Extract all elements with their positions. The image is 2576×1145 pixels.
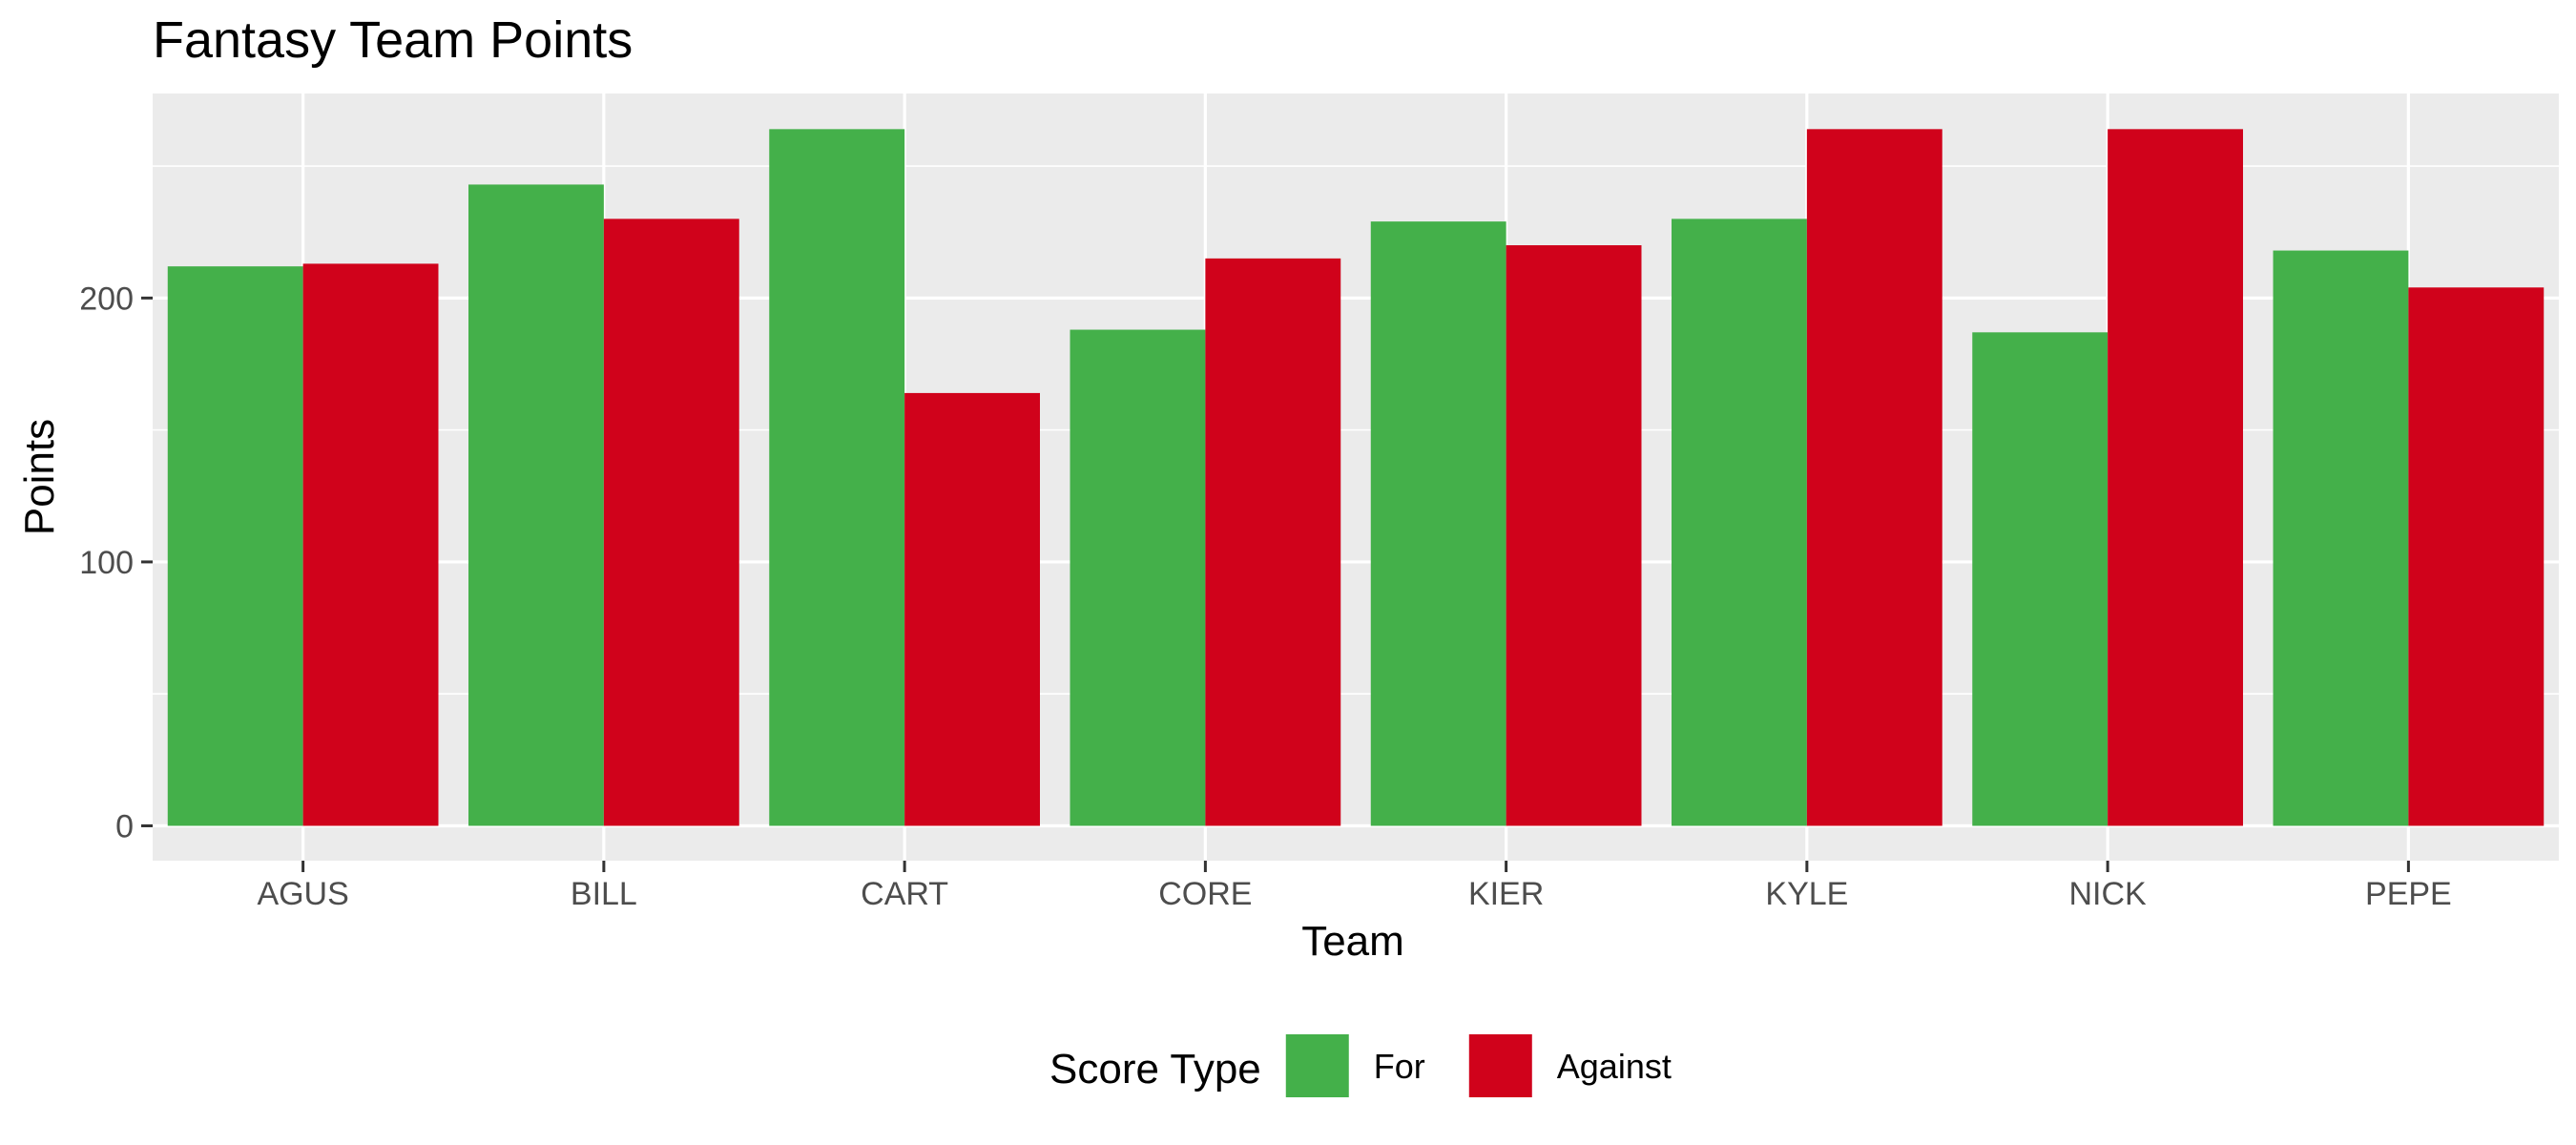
y-tick-label: 0	[115, 808, 134, 844]
x-tick-label: AGUS	[257, 876, 348, 912]
bar-for-agus	[167, 266, 303, 826]
legend-items: For Against	[1285, 1034, 1672, 1097]
bar-against-agus	[302, 263, 439, 826]
legend-key-against	[1468, 1034, 1532, 1097]
bar-for-kyle	[1672, 219, 1807, 826]
bar-against-nick	[2108, 129, 2243, 826]
x-tick-label: NICK	[2069, 876, 2148, 912]
bar-for-kier	[1370, 221, 1506, 826]
x-tick-label: BILL	[571, 876, 637, 912]
x-tick-label: PEPE	[2365, 876, 2452, 912]
bar-for-bill	[468, 184, 604, 826]
x-axis-title: Team	[1301, 918, 1404, 965]
bar-for-nick	[1972, 332, 2109, 826]
y-tick-label: 200	[79, 281, 134, 317]
x-tick-label: KIER	[1468, 876, 1544, 912]
x-tick-label: CORE	[1158, 876, 1252, 912]
y-axis-title: Points	[16, 419, 63, 535]
bar-against-cart	[904, 392, 1040, 826]
legend-key-for	[1285, 1034, 1349, 1097]
bar-against-pepe	[2408, 287, 2545, 826]
axes: 0 100 200 AGUS BILL CART CORE KIER KYLE NICK PEPE	[79, 281, 2451, 912]
bar-against-kyle	[1806, 129, 1942, 826]
bar-for-cart	[769, 129, 905, 826]
legend-label-for: For	[1374, 1047, 1425, 1086]
bar-for-pepe	[2273, 250, 2409, 826]
chart-title: Fantasy Team Points	[153, 11, 633, 69]
y-tick-label: 100	[79, 545, 134, 581]
bar-against-kier	[1506, 245, 1642, 826]
bar-for-core	[1070, 329, 1206, 826]
x-tick-label: KYLE	[1765, 876, 1848, 912]
bar-against-bill	[603, 219, 739, 826]
x-tick-label: CART	[861, 876, 948, 912]
legend-title: Score Type	[1049, 1046, 1261, 1093]
legend-label-against: Against	[1557, 1047, 1672, 1086]
bars	[167, 129, 2545, 826]
legend: Score Type For Against	[1049, 1034, 1672, 1097]
bar-against-core	[1205, 258, 1341, 826]
